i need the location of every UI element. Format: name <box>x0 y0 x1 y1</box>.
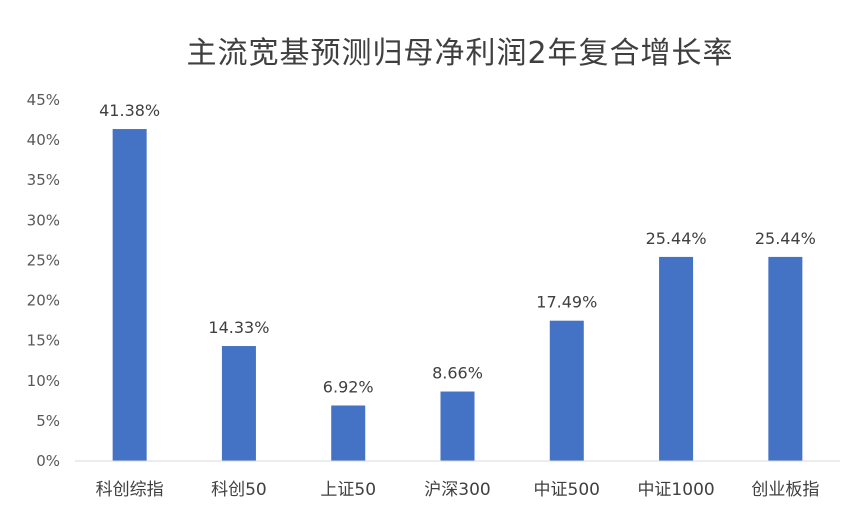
y-axis: 0% 5% 10% 15% 20% 25% 30% 35% 40% 45% <box>27 91 60 470</box>
y-tick-label: 30% <box>27 211 60 229</box>
x-tick-label: 科创综指 <box>96 480 164 500</box>
x-tick-label: 创业板指 <box>751 480 819 500</box>
x-tick-label: 沪深300 <box>424 480 490 500</box>
bar <box>549 320 584 461</box>
y-tick-label: 20% <box>27 292 60 310</box>
y-tick-label: 35% <box>27 171 60 189</box>
y-tick-label: 0% <box>36 452 60 470</box>
y-tick-label: 15% <box>27 332 60 350</box>
x-tick-label: 中证500 <box>534 480 600 500</box>
bar <box>659 256 694 461</box>
data-label: 17.49% <box>536 293 597 312</box>
x-tick-label: 上证50 <box>320 480 376 500</box>
y-tick-label: 45% <box>27 91 60 109</box>
bar <box>331 405 366 461</box>
bar <box>768 256 803 461</box>
data-label: 8.66% <box>432 364 483 383</box>
bar <box>112 129 147 461</box>
bar <box>221 346 256 461</box>
y-tick-label: 40% <box>27 131 60 149</box>
data-labels: 41.38% 14.33% 6.92% 8.66% 17.49% 25.44% 25.44% <box>99 101 816 396</box>
bar <box>440 391 475 461</box>
x-tick-label: 中证1000 <box>637 480 714 500</box>
y-tick-label: 25% <box>27 251 60 269</box>
data-label: 25.44% <box>755 229 816 248</box>
data-label: 41.38% <box>99 101 160 120</box>
x-tick-label: 科创50 <box>211 480 267 500</box>
y-tick-label: 5% <box>36 412 60 430</box>
data-label: 6.92% <box>323 377 374 396</box>
chart-title: 主流宽基预测归母净利润2年复合增长率 <box>186 36 734 71</box>
data-label: 14.33% <box>208 318 269 337</box>
bars <box>112 129 803 461</box>
data-label: 25.44% <box>646 229 707 248</box>
x-axis: 科创综指 科创50 上证50 沪深300 中证500 中证1000 创业板指 <box>75 460 840 500</box>
y-tick-label: 10% <box>27 372 60 390</box>
